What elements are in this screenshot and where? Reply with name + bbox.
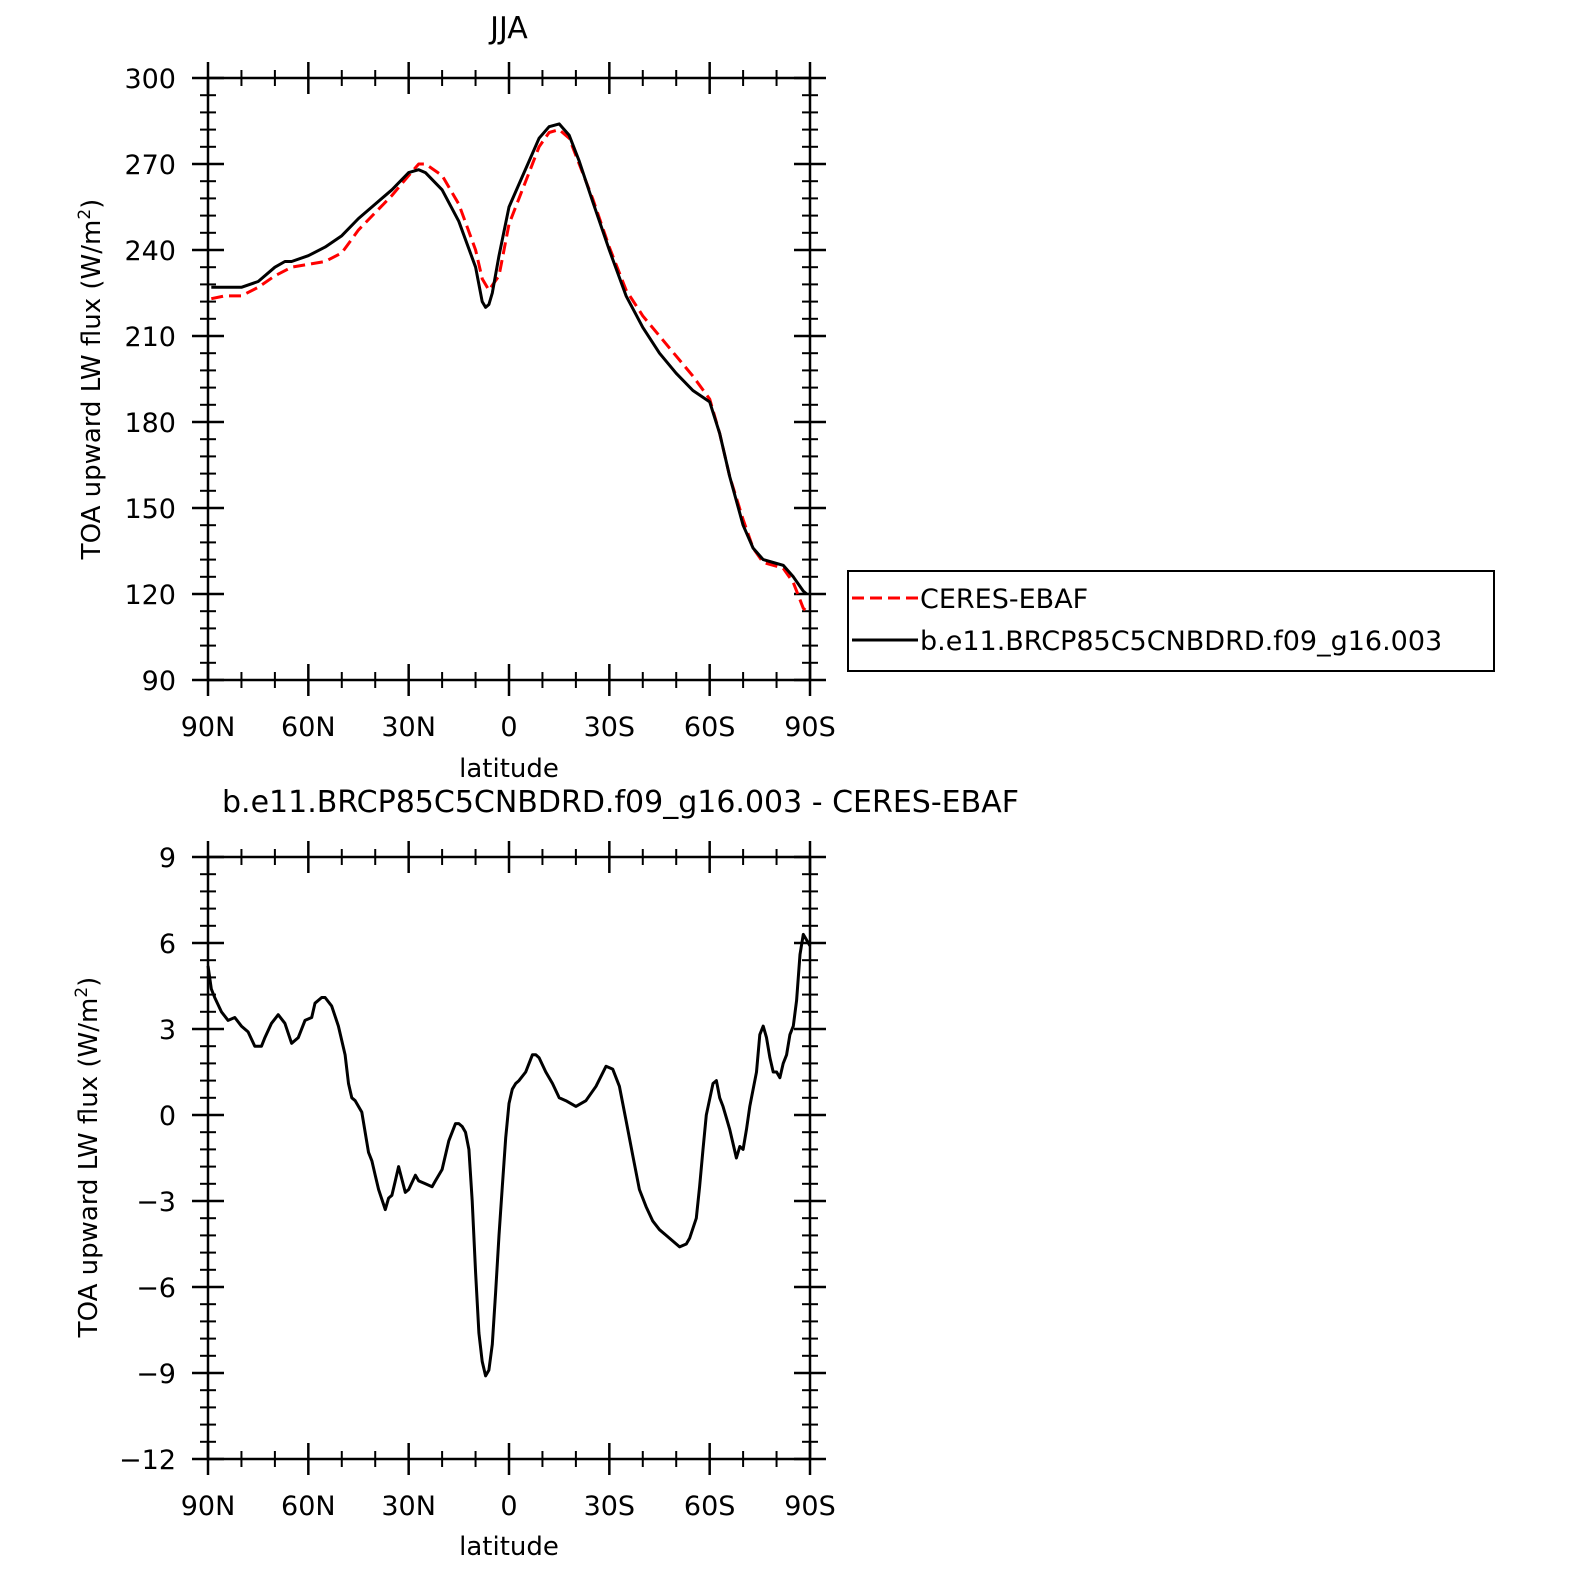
x-tick-label: 90S: [784, 1491, 836, 1522]
series-line-ceres-ebaf: [210, 128, 808, 613]
y-tick-label: 240: [124, 236, 176, 267]
x-tick-label: 90N: [181, 712, 236, 743]
top-panel-ticks: [192, 62, 826, 696]
top-panel-xlabel: latitude: [459, 754, 559, 784]
y-tick-label: 3: [159, 1015, 176, 1046]
y-tick-label: 270: [124, 150, 176, 181]
x-tick-label: 60N: [281, 712, 336, 743]
bottom-panel-ylabel-close: ): [74, 977, 104, 987]
x-tick-label: 60S: [684, 1491, 736, 1522]
y-tick-label: 210: [124, 322, 176, 353]
legend: CERES-EBAF b.e11.BRCP85C5CNBDRD.f09_g16.…: [847, 570, 1495, 672]
bottom-panel-ylabel-text: TOA upward LW flux (W/m: [74, 998, 104, 1339]
x-tick-label: 60N: [281, 1491, 336, 1522]
y-tick-label: 300: [124, 64, 176, 95]
x-tick-label: 90N: [181, 1491, 236, 1522]
legend-model-label: b.e11.BRCP85C5CNBDRD.f09_g16.003: [920, 626, 1442, 657]
top-panel-series: [210, 122, 808, 613]
top-panel-frame: [206, 76, 812, 682]
y-tick-label: −3: [136, 1187, 176, 1218]
bottom-panel: b.e11.BRCP85C5CNBDRD.f09_g16.003 - CERES…: [72, 785, 1019, 1562]
x-tick-label: 60S: [684, 712, 736, 743]
top-panel-ylabel-close: ): [77, 199, 107, 209]
top-panel-ylabel: TOA upward LW flux (W/m2): [75, 199, 107, 561]
bottom-panel-tick-labels: 90N 60N 30N 0 30S 60S 90S −12 −9 −6 −3 0 3 6 9: [119, 843, 836, 1522]
x-tick-label: 30N: [381, 1491, 436, 1522]
bottom-panel-ticks: [192, 841, 826, 1475]
bottom-panel-frame: [206, 855, 812, 1461]
x-tick-label: 30S: [584, 712, 636, 743]
top-panel-title: JJA: [488, 11, 528, 46]
top-panel: JJA TOA upward LW flux (W/m2) latitude 9…: [75, 11, 836, 784]
bottom-panel-title: b.e11.BRCP85C5CNBDRD.f09_g16.003 - CERES…: [222, 785, 1019, 820]
x-tick-label: 30S: [584, 1491, 636, 1522]
top-panel-ylabel-text: TOA upward LW flux (W/m: [77, 220, 107, 561]
top-panel-ylabel-sup: 2: [75, 209, 95, 220]
y-tick-label: 120: [124, 580, 176, 611]
y-tick-label: 0: [159, 1101, 176, 1132]
legend-ceres-label: CERES-EBAF: [920, 584, 1088, 615]
legend-box: [847, 570, 1495, 672]
bottom-panel-ylabel-sup: 2: [72, 987, 92, 998]
y-tick-label: −9: [136, 1359, 176, 1390]
y-tick-label: 9: [159, 843, 176, 874]
x-tick-label: 0: [500, 712, 517, 743]
x-tick-label: 90S: [784, 712, 836, 743]
bottom-panel-ylabel: TOA upward LW flux (W/m2): [72, 977, 104, 1339]
bottom-panel-series: [206, 932, 812, 1378]
x-tick-label: 0: [500, 1491, 517, 1522]
y-tick-label: 6: [159, 929, 176, 960]
series-line-b-e11-brcp85c5cnbdrd-f09-g16-003: [211, 122, 808, 596]
y-tick-label: −12: [119, 1445, 176, 1476]
y-tick-label: −6: [136, 1273, 176, 1304]
series-line-difference: [206, 932, 812, 1378]
bottom-panel-xlabel: latitude: [459, 1532, 559, 1562]
y-tick-label: 90: [142, 666, 176, 697]
top-panel-tick-labels: 90N 60N 30N 0 30S 60S 90S 90 120 150 180 210 240 270 3…: [124, 64, 835, 743]
y-tick-label: 180: [124, 408, 176, 439]
x-tick-label: 30N: [381, 712, 436, 743]
y-tick-label: 150: [124, 494, 176, 525]
